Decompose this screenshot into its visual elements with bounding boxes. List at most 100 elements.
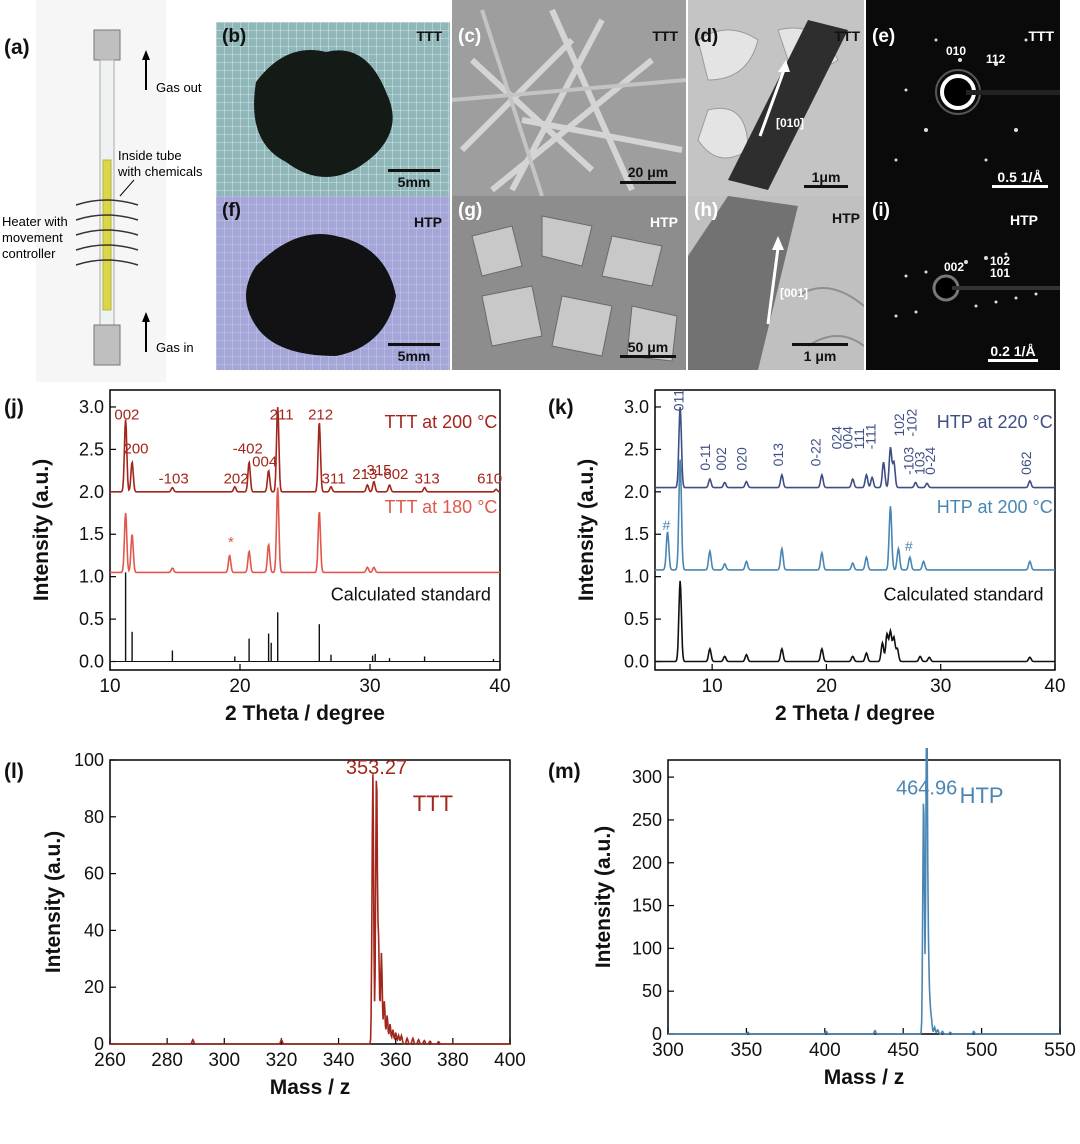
spot-label-101: 101 <box>990 266 1010 280</box>
y-tick-label: 40 <box>84 920 104 940</box>
chart-l-ms-ttt: 260280300320340360380400020406080100Mass… <box>0 748 540 1128</box>
panel-i-htp-saed: (i) HTP 002 102 101 0.2 1/Å <box>866 196 1060 370</box>
panel-f-htp-photo: (f) HTP 5mm <box>216 196 450 370</box>
panel-letter-f: (f) <box>222 200 241 222</box>
peak-annotation: 202 <box>224 470 249 487</box>
x-axis-label: 2 Theta / degree <box>225 702 385 725</box>
series-label: Calculated standard <box>331 584 491 604</box>
series-label: HTP at 220 °C <box>937 412 1053 432</box>
y-tick-label: 3.0 <box>79 397 104 417</box>
scale-bar-f: 5mm <box>388 343 440 364</box>
chart-j-xrd-ttt: 102030400.00.51.01.52.02.53.02 Theta / d… <box>0 380 540 750</box>
zone-axis-label-d: [010] <box>776 116 804 130</box>
heater-label: Heater with movement controller <box>2 214 68 262</box>
panel-h-htp-tem: (h) HTP [001] 1 μm <box>688 196 864 370</box>
sample-tag-d: TTT <box>834 28 860 44</box>
gas-out-label: Gas out <box>156 80 202 95</box>
inside-tube-label: Inside tube with chemicals <box>118 148 203 180</box>
x-axis-label: Mass / z <box>270 1076 351 1099</box>
x-tick-label: 500 <box>966 1040 998 1061</box>
peak-annotation: 200 <box>123 441 148 458</box>
gas-in-label: Gas in <box>156 340 194 355</box>
panel-letter-b: (b) <box>222 26 246 48</box>
panel-letter-a: (a) <box>4 36 30 60</box>
series-label: Calculated standard <box>883 584 1043 604</box>
x-tick-label: 10 <box>702 676 723 697</box>
scale-label-i: 0.2 1/Å <box>990 343 1035 359</box>
y-tick-label: 0.5 <box>79 609 104 629</box>
y-tick-label: 1.0 <box>624 567 649 587</box>
panel-b-ttt-photo: (b) TTT 5mm <box>216 22 450 196</box>
y-axis-label: Intensity (a.u.) <box>42 831 65 973</box>
x-tick-label: 20 <box>816 676 837 697</box>
x-tick-label: 40 <box>1044 676 1065 697</box>
sample-tag-f: HTP <box>414 214 442 230</box>
sample-tag-h: HTP <box>832 210 860 226</box>
peak-annotation: 311 <box>322 470 346 487</box>
peak-annotation: 011 <box>671 389 687 412</box>
scale-label-c: 20 μm <box>628 164 668 180</box>
panel-letter-g: (g) <box>458 200 482 222</box>
y-tick-label: 2.5 <box>624 439 649 459</box>
panel-c-ttt-sem: (c) TTT 20 μm <box>452 0 686 196</box>
x-tick-label: 300 <box>208 1050 240 1071</box>
panel-letter-e: (e) <box>872 26 895 48</box>
peak-annotation: -103 <box>159 470 189 487</box>
zone-axis-label-h: [001] <box>780 286 808 300</box>
x-tick-label: 20 <box>229 676 250 697</box>
sample-tag-c: TTT <box>652 28 678 44</box>
sample-tag-e: TTT <box>1028 28 1054 44</box>
y-tick-label: 2.0 <box>624 482 649 502</box>
scale-label-g: 50 μm <box>628 339 668 355</box>
y-tick-label: 50 <box>642 981 662 1001</box>
x-tick-label: 280 <box>151 1050 183 1071</box>
zone-axis-arrow-h <box>758 236 798 326</box>
scale-bar-c: 20 μm <box>620 164 676 186</box>
scale-label-e: 0.5 1/Å <box>997 169 1042 185</box>
peak-annotation: 004 <box>252 453 277 470</box>
chart-m-ms-htp: 300350400450500550050100150200250300Mass… <box>540 748 1080 1128</box>
x-axis-label: 2 Theta / degree <box>775 702 935 725</box>
y-tick-label: 2.5 <box>79 439 104 459</box>
peak-annotation: 211 <box>270 407 294 424</box>
panel-e-ttt-saed: (e) TTT 010 112 0.5 1/Å <box>866 0 1060 196</box>
x-tick-label: 340 <box>323 1050 355 1071</box>
scale-bar-h: 1 μm <box>792 343 848 364</box>
y-tick-label: 2.0 <box>79 482 104 502</box>
peak-annotation: # <box>905 538 913 554</box>
x-tick-label: 40 <box>489 676 510 697</box>
y-tick-label: 1.0 <box>79 567 104 587</box>
series-label: TTT at 180 °C <box>384 497 497 517</box>
scale-label-h: 1 μm <box>804 348 837 364</box>
scale-label-b: 5mm <box>398 174 431 190</box>
peak-annotation: 0-24 <box>922 447 938 475</box>
y-tick-label: 0.0 <box>624 652 649 672</box>
peak-annotation: 212 <box>308 407 333 424</box>
chart-title: TTT <box>413 791 453 816</box>
scale-bar-b: 5mm <box>388 169 440 190</box>
scale-label-f: 5mm <box>398 348 431 364</box>
panel-g-htp-sem: (g) HTP 50 μm <box>452 196 686 370</box>
peak-annotation: 002 <box>114 407 139 424</box>
peak-annotation: 610 <box>477 470 502 487</box>
spot-label-112: 112 <box>986 52 1005 66</box>
y-tick-label: 250 <box>632 810 662 830</box>
peak-annotation: 0-11 <box>697 443 713 470</box>
x-axis-label: Mass / z <box>824 1066 905 1089</box>
x-tick-label: 10 <box>99 676 120 697</box>
x-tick-label: 30 <box>359 676 380 697</box>
x-tick-label: 360 <box>380 1050 412 1071</box>
sample-tag-b: TTT <box>416 28 442 44</box>
x-tick-label: 30 <box>930 676 951 697</box>
peak-annotation: -111 <box>863 423 879 449</box>
spot-label-010: 010 <box>946 44 966 58</box>
scale-bar-i: 0.2 1/Å <box>988 343 1038 364</box>
peak-annotation: -602 <box>378 466 408 483</box>
scale-bar-g: 50 μm <box>620 339 676 360</box>
peak-annotation: 062 <box>1018 451 1034 475</box>
y-tick-label: 3.0 <box>624 397 649 417</box>
y-tick-label: 0 <box>94 1034 104 1054</box>
chart-k-xrd-htp: 102030400.00.51.01.52.02.53.02 Theta / d… <box>540 380 1080 750</box>
peak-annotation: 020 <box>733 447 749 471</box>
series-label: HTP at 200 °C <box>937 497 1053 517</box>
